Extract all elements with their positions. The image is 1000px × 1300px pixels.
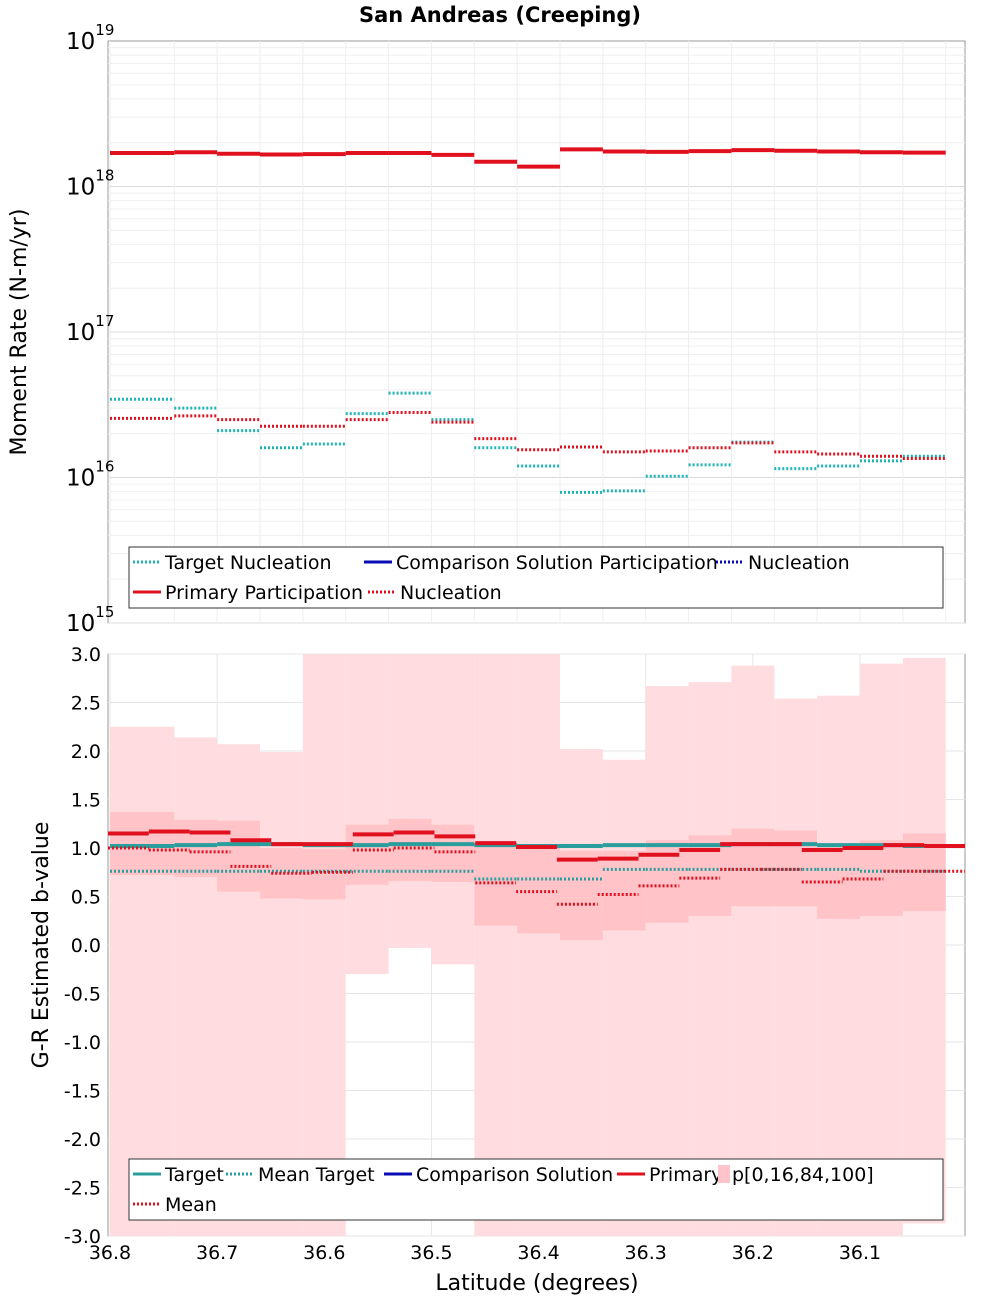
b-value-band-outer xyxy=(774,698,818,1236)
moment-rate-legend: Target Nucleation Comparison Solution Par… xyxy=(128,546,944,609)
moment-rate-legend-label: Nucleation xyxy=(400,582,502,604)
b-value-band-outer xyxy=(345,654,389,975)
latitude-x-tick-label: 36.2 xyxy=(732,1242,774,1264)
moment-rate-y-ticks: 1015 1016 1017 1018 1019 xyxy=(66,21,114,637)
moment-rate-series-nucleation xyxy=(110,410,946,461)
b-value-band-outer xyxy=(860,663,903,1236)
b-value-band-outer xyxy=(388,654,432,948)
b-value-band-inner xyxy=(560,850,603,941)
b-value-band-inner xyxy=(731,828,775,907)
x-axis-label: Latitude (degrees) xyxy=(435,1271,638,1296)
moment-rate-y-tick-label: 1017 xyxy=(66,312,114,346)
b-value-legend-label: Comparison Solution xyxy=(416,1164,613,1186)
b-value-legend: Target Mean Target Comparison Solution Prim… xyxy=(128,1158,944,1221)
b-value-y-tick-label: 0.0 xyxy=(71,935,101,957)
moment-rate-y-tick-label: 1018 xyxy=(66,167,114,201)
latitude-x-tick-label: 36.7 xyxy=(196,1242,238,1264)
b-value-y-tick-label: -0.5 xyxy=(64,984,101,1006)
b-value-band-outer xyxy=(602,759,646,1236)
b-value-band-outer xyxy=(560,749,603,1236)
moment-rate-legend-label: Primary Participation xyxy=(165,582,363,604)
moment-rate-y-tick-label: 1019 xyxy=(66,21,114,55)
b-value-legend-swatch xyxy=(718,1165,730,1183)
b-value-legend-label: Mean Target xyxy=(258,1164,375,1186)
moment-rate-legend-box xyxy=(128,546,944,609)
b-value-panel: 3.0 2.5 2.0 1.5 1.0 0.5 0.0 -0.5 -1.0 -1.5 -2.0 -2.… xyxy=(29,644,966,1296)
b-value-legend-label: p[0,16,84,100] xyxy=(732,1164,874,1186)
latitude-x-tick-label: 36.4 xyxy=(517,1242,559,1264)
b-value-band-inner xyxy=(602,850,646,931)
latitude-x-tick-label: 36.6 xyxy=(303,1242,345,1264)
b-value-band-outer xyxy=(645,686,689,1236)
b-value-band-outer xyxy=(431,654,475,965)
b-value-band-inner xyxy=(110,812,175,876)
b-value-band-inner xyxy=(174,819,218,878)
b-value-band-inner xyxy=(688,835,732,916)
b-value-band-outer xyxy=(731,665,775,1236)
latitude-x-tick-label: 36.8 xyxy=(89,1242,131,1264)
chart-title: San Andreas (Creeping) xyxy=(359,3,641,27)
b-value-percentile-bands xyxy=(110,654,946,1236)
b-value-band-outer xyxy=(110,726,175,1236)
b-value-y-tick-label: -2.0 xyxy=(64,1129,101,1151)
b-value-band-inner xyxy=(860,840,903,916)
moment-rate-legend-label: Comparison Solution Participation xyxy=(396,552,718,574)
b-value-y-tick-label: 2.0 xyxy=(71,741,101,763)
b-value-band-outer xyxy=(302,654,346,1236)
moment-rate-y-tick-label: 1016 xyxy=(66,458,114,492)
moment-rate-legend-label: Nucleation xyxy=(748,552,850,574)
moment-rate-gridlines xyxy=(108,41,965,624)
moment-rate-y-tick-label: 1015 xyxy=(66,603,114,637)
b-value-legend-box xyxy=(128,1158,944,1221)
moment-rate-y-axis-label: Moment Rate (N-m/yr) xyxy=(7,209,32,456)
b-value-y-ticks: 3.0 2.5 2.0 1.5 1.0 0.5 0.0 -0.5 -1.0 -1.5 -2.0 -2.… xyxy=(64,644,101,1248)
b-value-band-outer xyxy=(817,695,860,1236)
moment-rate-series xyxy=(110,147,946,494)
b-value-y-tick-label: 3.0 xyxy=(71,644,101,666)
b-value-y-tick-label: 1.5 xyxy=(71,790,101,812)
b-value-y-tick-label: -1.5 xyxy=(64,1081,101,1103)
b-value-band-outer xyxy=(474,654,518,1236)
b-value-band-outer xyxy=(902,657,946,1224)
b-value-series-mean xyxy=(108,846,965,906)
moment-rate-legend-label: Target Nucleation xyxy=(164,552,332,574)
b-value-band-inner xyxy=(517,846,560,934)
b-value-series-target xyxy=(110,842,946,849)
b-value-y-tick-label: -2.5 xyxy=(64,1178,101,1200)
b-value-band-inner xyxy=(645,840,689,923)
latitude-x-tick-label: 36.3 xyxy=(625,1242,667,1264)
b-value-series-primary xyxy=(108,829,965,862)
b-value-band-inner xyxy=(302,848,346,900)
latitude-x-tick-label: 36.1 xyxy=(839,1242,881,1264)
latitude-x-tick-label: 36.5 xyxy=(410,1242,452,1264)
b-value-y-tick-label: -1.0 xyxy=(64,1032,101,1054)
b-value-band-outer xyxy=(517,654,560,1236)
b-value-y-tick-label: 2.5 xyxy=(71,693,101,715)
b-value-y-tick-label: 1.0 xyxy=(71,838,101,860)
moment-rate-series-primary-participation xyxy=(110,147,946,169)
b-value-legend-label: Primary xyxy=(649,1164,722,1186)
b-value-y-tick-label: 0.5 xyxy=(71,887,101,909)
b-value-legend-label: Target xyxy=(164,1164,224,1186)
b-value-y-tick-label: -3.0 xyxy=(64,1226,101,1248)
b-value-band-outer xyxy=(260,751,303,1236)
b-value-legend-label: Mean xyxy=(165,1194,217,1216)
b-value-series xyxy=(108,829,965,906)
b-value-band-outer xyxy=(688,682,732,1236)
b-value-y-axis-label: G-R Estimated b-value xyxy=(29,822,54,1069)
moment-rate-panel: 1015 1016 1017 1018 1019 Moment Rate (N-m/yr… xyxy=(7,21,966,637)
latitude-x-ticks: 36.8 36.7 36.6 36.5 36.4 36.3 36.2 36.1 xyxy=(89,1242,881,1264)
